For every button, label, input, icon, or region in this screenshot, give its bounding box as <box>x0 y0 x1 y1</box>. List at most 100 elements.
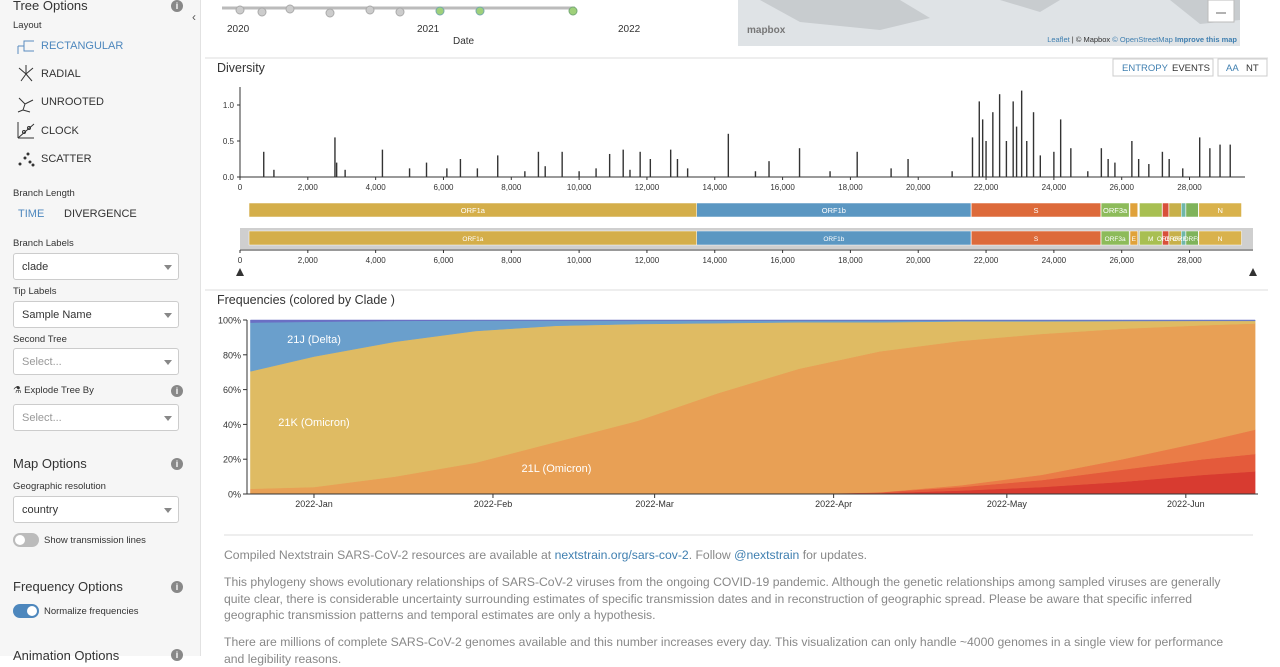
gene <box>970 230 1102 246</box>
y-tick-label: 1.0 <box>223 101 235 110</box>
x-tick-label: 2022-Mar <box>635 499 674 509</box>
gene <box>1100 230 1130 246</box>
gene-label: ORF1b <box>823 236 844 243</box>
branch-length-option[interactable]: TIME <box>18 208 45 220</box>
x-tick-label: 18,000 <box>838 183 863 192</box>
link[interactable]: @nextstrain <box>734 548 800 562</box>
x-tick-label: 0 <box>238 256 243 265</box>
x-tick-label: 24,000 <box>1042 256 1067 265</box>
button-group <box>1217 58 1268 77</box>
dropdown[interactable]: Select... <box>13 404 179 431</box>
footer-paragraph: There are millions of complete SARS-CoV-… <box>224 635 1224 666</box>
x-tick-label: 12,000 <box>635 256 660 265</box>
gene <box>1180 202 1186 218</box>
gene-label: ORF1a <box>461 206 486 215</box>
layout-option[interactable]: RADIAL <box>41 68 81 80</box>
attribution-link[interactable]: Leaflet <box>1047 35 1070 44</box>
x-tick-label: 22,000 <box>974 183 999 192</box>
x-tick-label: 28,000 <box>1177 183 1202 192</box>
attribution-link[interactable]: © OpenStreetMap <box>1112 35 1173 44</box>
layout-option[interactable]: CLOCK <box>41 125 79 137</box>
tree-axis-label: Date <box>453 36 475 47</box>
y-tick-label: 0.5 <box>223 137 235 146</box>
chart-title: Frequencies (colored by Clade ) <box>217 293 395 307</box>
attribution-link[interactable]: Improve this map <box>1175 35 1238 44</box>
gene-label: N <box>1218 236 1223 243</box>
x-tick-label: 6,000 <box>433 256 454 265</box>
gene <box>1185 230 1199 246</box>
text: for updates. <box>802 548 868 562</box>
label-text: Explode Tree By <box>24 385 94 396</box>
dropdown[interactable]: Select... <box>13 348 179 375</box>
nt-button[interactable]: NT <box>1246 63 1259 74</box>
gene <box>1162 202 1169 218</box>
label: ⚗ Explode Tree By <box>13 385 94 396</box>
section-title: Tree Options <box>13 0 88 13</box>
info-icon[interactable]: i <box>171 0 183 12</box>
tree-axis-tick: 2021 <box>417 24 440 35</box>
sidebar: Tree Options i ‹ Layout RECTANGULAR RADI… <box>0 0 201 663</box>
x-tick-label: 4,000 <box>366 256 387 265</box>
branch-length-option[interactable]: DIVERGENCE <box>64 208 137 220</box>
label: Geographic resolution <box>13 481 106 492</box>
aa-button[interactable]: AA <box>1226 63 1239 74</box>
toggle[interactable] <box>13 604 39 618</box>
button-group <box>1112 58 1214 77</box>
attribution-text: © Mapbox <box>1076 35 1111 44</box>
layout-option[interactable]: RECTANGULAR <box>41 40 124 52</box>
map-attribution: Leaflet | © Mapbox © OpenStreetMap Impro… <box>1047 35 1237 44</box>
x-tick-label: 16,000 <box>770 256 795 265</box>
dropdown-value: Select... <box>22 412 62 424</box>
y-tick-label: 0.0 <box>223 173 235 182</box>
tree-axis-tick: 2022 <box>618 24 641 35</box>
dropdown[interactable]: Sample Name <box>13 301 179 328</box>
label: Layout <box>13 20 42 31</box>
dropdown[interactable]: country <box>13 496 179 523</box>
section-title: Frequency Options <box>13 579 123 594</box>
dropdown-value: Select... <box>22 356 62 368</box>
gene-label: M <box>1148 236 1153 243</box>
series-label: 21J (Delta) <box>287 334 341 346</box>
y-tick-label: 100% <box>218 316 241 326</box>
link[interactable]: nextstrain.org/sars-cov-2 <box>554 548 689 562</box>
label: Second Tree <box>13 334 67 345</box>
gene-label: ORF1b <box>822 206 846 215</box>
gene-label: ORF1a <box>462 236 483 243</box>
toggle[interactable] <box>13 533 39 547</box>
chart-title: Diversity <box>217 61 266 75</box>
dropdown-value: country <box>22 504 59 516</box>
gene <box>1129 230 1138 246</box>
dropdown[interactable]: clade <box>13 253 179 280</box>
x-tick-label: 8,000 <box>501 183 522 192</box>
gene-label: S <box>1034 236 1039 243</box>
info-icon[interactable]: i <box>171 581 183 593</box>
gene-label: ORF3a <box>1103 206 1128 215</box>
info-icon[interactable]: i <box>171 458 183 470</box>
footer-paragraph: This phylogeny shows evolutionary relati… <box>224 575 1221 622</box>
entropy-button[interactable]: ENTROPY <box>1122 63 1169 74</box>
layout-option[interactable]: UNROOTED <box>41 96 104 108</box>
frequency-area <box>250 319 1256 323</box>
x-tick-label: 28,000 <box>1177 256 1202 265</box>
gene <box>1168 202 1182 218</box>
x-tick-label: 26,000 <box>1109 256 1134 265</box>
dropdown-value: Sample Name <box>22 309 92 321</box>
dropdown-value: clade <box>22 261 49 273</box>
section-title: Map Options <box>13 456 87 471</box>
x-tick-label: 6,000 <box>433 183 454 192</box>
layout-option[interactable]: SCATTER <box>41 153 92 165</box>
info-icon[interactable]: i <box>171 385 183 397</box>
events-button[interactable]: EVENTS <box>1172 63 1210 74</box>
gene-label: N <box>1217 206 1222 215</box>
y-tick-label: 80% <box>223 350 241 360</box>
x-tick-label: 10,000 <box>567 256 592 265</box>
zoom-out-button[interactable] <box>1207 0 1235 23</box>
info-icon[interactable]: i <box>171 649 183 661</box>
toggle-label: Normalize frequencies <box>44 606 139 617</box>
collapse-arrow[interactable]: ‹ <box>192 10 196 24</box>
label: Branch Labels <box>13 238 74 249</box>
text: Compiled Nextstrain SARS-CoV-2 resources… <box>224 548 552 562</box>
series-label: 21L (Omicron) <box>522 463 592 475</box>
y-tick-label: 40% <box>223 420 241 430</box>
